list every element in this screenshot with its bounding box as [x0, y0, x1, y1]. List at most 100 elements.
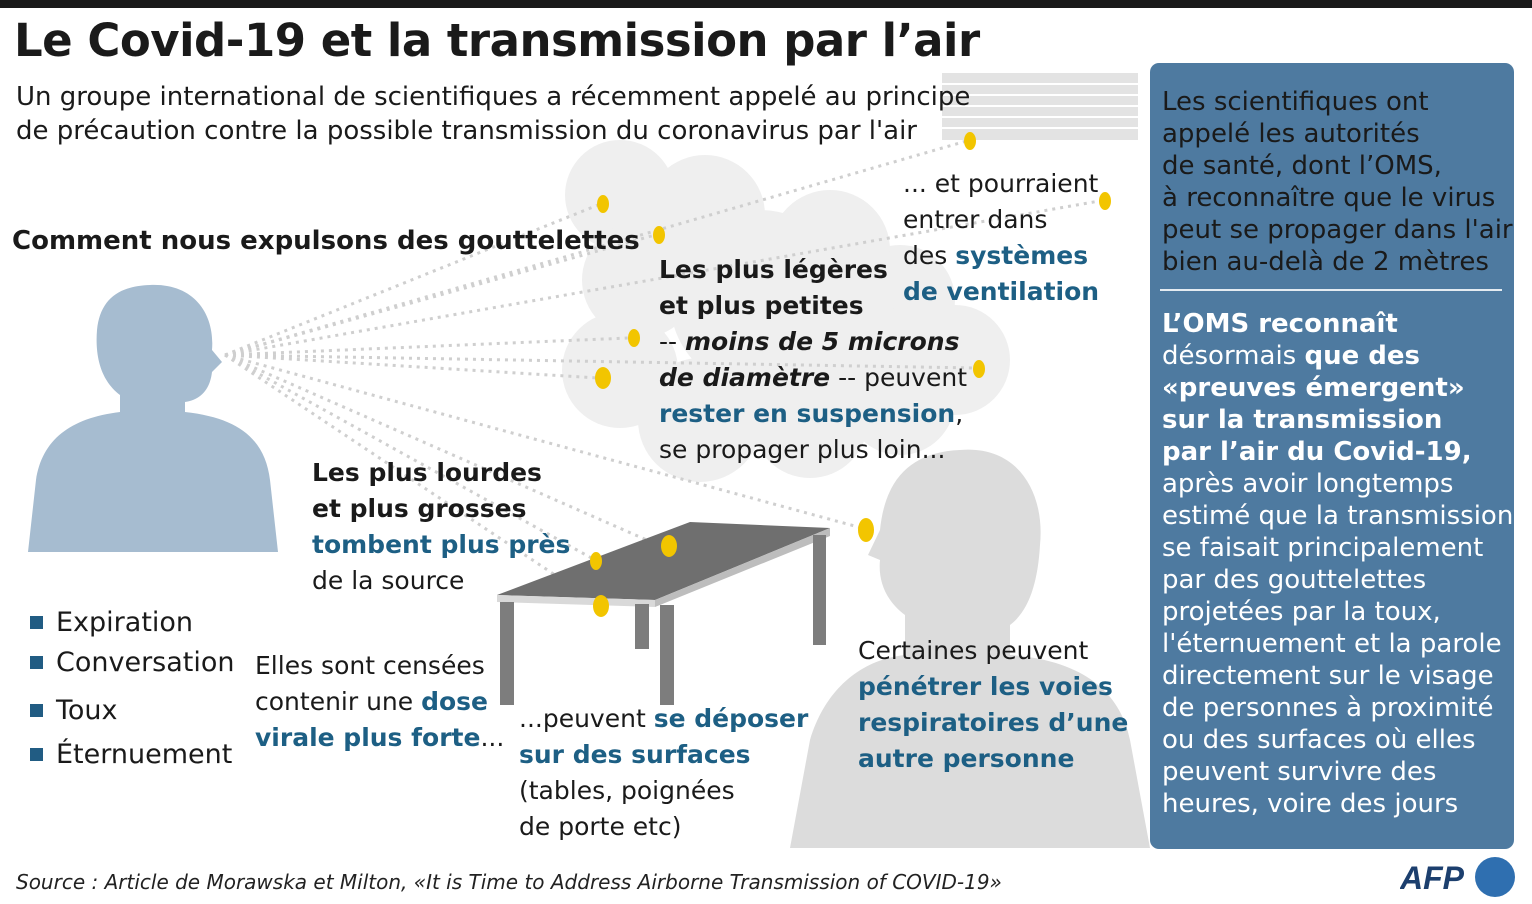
legend-item: Expiration: [30, 600, 235, 644]
subtitle-line-1: Un groupe international de scientifiques…: [16, 82, 971, 112]
caption-line: et plus petites: [659, 291, 864, 320]
afp-logo-text: AFP: [1400, 860, 1465, 896]
droplet: [858, 518, 874, 542]
respiratory-caption: Certaines peuvent pénétrer les voies res…: [858, 633, 1128, 777]
droplet: [653, 226, 665, 244]
text: contenir une: [255, 687, 422, 716]
page-title: Le Covid-19 et la transmission par l’air: [14, 14, 980, 67]
caption-line: ...peuvent se déposer: [519, 701, 808, 737]
panel-paragraph-1: Les scientifiques ont appelé les autorit…: [1162, 86, 1513, 278]
droplet: [628, 329, 640, 347]
caption-highlight: systèmes: [955, 241, 1089, 270]
viral-dose-caption: Elles sont censées contenir une dose vir…: [255, 648, 504, 756]
panel-line: directement sur le visage: [1162, 661, 1494, 691]
panel-line: sur la transmission: [1162, 405, 1443, 435]
caption-emphasis: moins de 5 microns: [685, 327, 960, 356]
caption-line: ... et pourraient: [903, 169, 1099, 198]
panel-line: «preuves émergent»: [1162, 373, 1465, 403]
panel-line: heures, voire des jours: [1162, 789, 1459, 819]
panel-line: l'éternuement et la parole: [1162, 629, 1502, 659]
heavy-droplets-caption: Les plus lourdes et plus grosses tombent…: [312, 455, 570, 599]
caption-line: rester en suspension,: [659, 396, 967, 432]
panel-line: peut se propager dans l'air: [1162, 215, 1513, 245]
caption-highlight: dose: [421, 687, 489, 716]
caption-line: et plus grosses: [312, 494, 527, 523]
expulsion-heading: Comment nous expulsons des gouttelettes: [12, 226, 640, 256]
legend-label: Conversation: [56, 646, 235, 678]
droplet: [964, 132, 976, 150]
caption-highlight: autre personne: [858, 744, 1075, 773]
panel-line: estimé que la transmission: [1162, 501, 1514, 531]
subtitle-line-2: de précaution contre la possible transmi…: [16, 116, 917, 146]
caption-emphasis: de diamètre: [659, 363, 831, 392]
caption-highlight: sur des surfaces: [519, 740, 751, 769]
caption-line: de porte etc): [519, 812, 682, 841]
text: désormais: [1162, 341, 1305, 371]
panel-line: désormais que des: [1162, 340, 1513, 372]
legend-item: Éternuement: [30, 732, 235, 776]
caption-highlight: de ventilation: [903, 277, 1100, 306]
info-panel: [1150, 63, 1514, 849]
text: ...: [480, 723, 505, 752]
panel-line: par des gouttelettes: [1162, 565, 1427, 595]
top-rule: [0, 0, 1532, 8]
panel-line: appelé les autorités: [1162, 119, 1420, 149]
legend-label: Expiration: [56, 606, 194, 638]
caption-line: se propager plus loin...: [659, 435, 946, 464]
legend-label: Toux: [56, 694, 118, 726]
panel-line: à reconnaître que le virus: [1162, 183, 1496, 213]
person-left-silhouette: [28, 284, 278, 552]
caption-line: Les plus légères: [659, 255, 888, 284]
panel-paragraph-2: L’OMS reconnaît désormais que des «preuv…: [1162, 308, 1513, 820]
droplet: [661, 535, 677, 557]
panel-line: se faisait principalement: [1162, 533, 1484, 563]
caption-highlight: se déposer: [653, 704, 809, 733]
text: --: [659, 327, 685, 356]
legend-marker: [30, 703, 43, 717]
panel-line: Les scientifiques ont: [1162, 87, 1429, 117]
surfaces-caption: ...peuvent se déposer sur des surfaces (…: [519, 701, 808, 845]
caption-line: virale plus forte...: [255, 720, 504, 756]
panel-emphasis: que des: [1304, 341, 1421, 371]
caption-highlight: tombent plus près: [312, 530, 571, 559]
light-droplets-caption: Les plus légères et plus petites -- moin…: [659, 252, 967, 468]
afp-logo: AFP: [1400, 857, 1515, 897]
legend-item: Conversation: [30, 640, 235, 684]
text: ...peuvent: [519, 704, 654, 733]
legend-marker: [30, 655, 43, 669]
panel-line: ou des surfaces où elles: [1162, 725, 1476, 755]
legend-label: Éternuement: [56, 738, 233, 770]
droplets: [590, 132, 1111, 617]
text: -- peuvent: [830, 363, 967, 392]
droplet: [593, 595, 609, 617]
panel-line: L’OMS reconnaît: [1162, 309, 1398, 339]
droplet: [595, 367, 611, 389]
droplet: [590, 552, 602, 570]
aerosol-cloud: [562, 140, 1010, 482]
caption-line: contenir une dose: [255, 684, 504, 720]
caption-highlight: respiratoires d’une: [858, 708, 1129, 737]
panel-line: par l’air du Covid-19,: [1162, 437, 1472, 467]
table: [497, 522, 830, 705]
panel-divider: [1160, 289, 1502, 291]
caption-highlight: pénétrer les voies: [858, 672, 1113, 701]
legend: Expiration Conversation Toux Éternuement: [30, 600, 235, 776]
person-right-silhouette: [790, 449, 1150, 848]
caption-line: entrer dans: [903, 205, 1048, 234]
droplet-trajectories: [224, 138, 1106, 607]
legend-item: Toux: [30, 688, 235, 732]
panel-line: de personnes à proximité: [1162, 693, 1494, 723]
caption-line: (tables, poignées: [519, 776, 735, 805]
panel-line: après avoir longtemps: [1162, 469, 1454, 499]
text: ,: [955, 399, 964, 428]
caption-line: Elles sont censées: [255, 651, 485, 680]
panel-line: de santé, dont l’OMS,: [1162, 151, 1442, 181]
caption-highlight: virale plus forte: [255, 723, 481, 752]
ventilation-caption: ... et pourraient entrer dans des systèm…: [903, 166, 1099, 310]
caption-highlight: rester en suspension: [659, 399, 956, 428]
droplet: [597, 195, 609, 213]
caption-line: Les plus lourdes: [312, 458, 542, 487]
text: des: [903, 241, 956, 270]
panel-line: projetées par la toux,: [1162, 597, 1441, 627]
